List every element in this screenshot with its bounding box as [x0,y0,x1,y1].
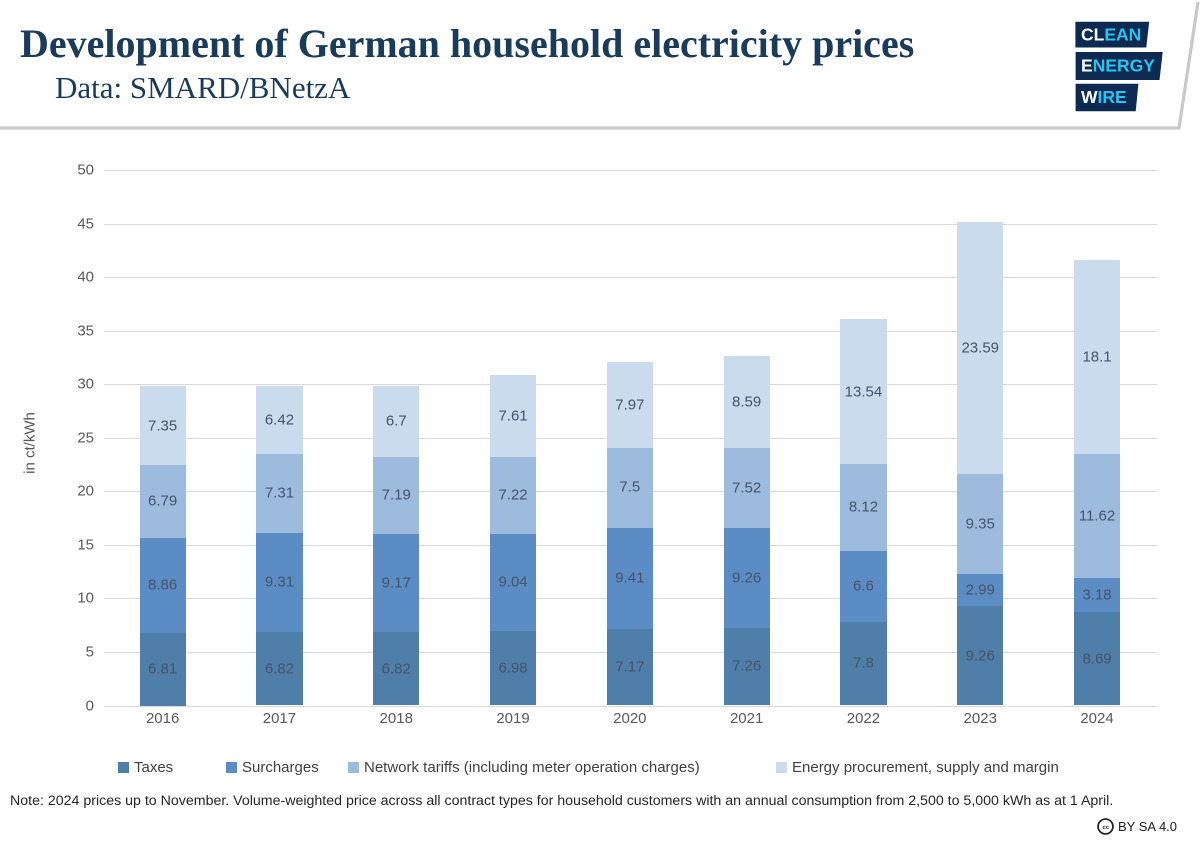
svg-text:cc: cc [1103,825,1110,831]
